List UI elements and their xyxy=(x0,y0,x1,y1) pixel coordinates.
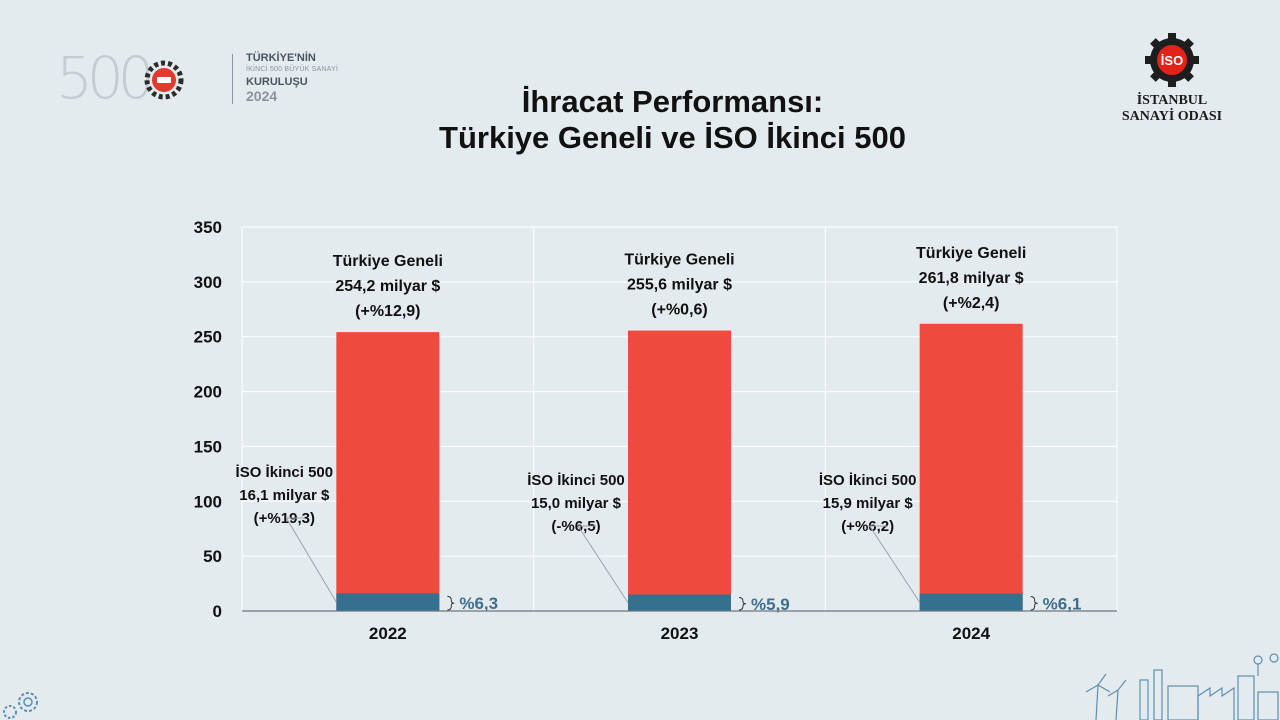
iso-data-label: İSO İkinci 500 xyxy=(527,472,625,489)
bar-turkiye-geneli xyxy=(919,323,1023,611)
total-data-label: (+%2,4) xyxy=(943,295,999,312)
y-tick-label: 100 xyxy=(194,492,222,511)
y-tick-label: 0 xyxy=(213,602,222,621)
total-data-label: Türkiye Geneli xyxy=(333,253,443,270)
x-tick-label: 2024 xyxy=(952,624,990,643)
bar-turkiye-geneli xyxy=(628,330,731,611)
iso-leader-line xyxy=(577,525,629,604)
badge-line1: TÜRKİYE'NİN xyxy=(246,52,316,64)
total-data-label: Türkiye Geneli xyxy=(916,245,1026,262)
total-data-label: 261,8 milyar $ xyxy=(919,270,1024,287)
iso-data-label: (-%6,5) xyxy=(551,518,600,535)
org-name-line2: SANAYİ ODASI xyxy=(1121,109,1223,124)
y-tick-label: 150 xyxy=(194,437,222,456)
y-tick-label: 250 xyxy=(194,328,222,347)
total-data-label: Türkiye Geneli xyxy=(624,252,734,269)
y-tick-label: 350 xyxy=(194,218,222,237)
iso-logo-text: İSO xyxy=(1161,53,1183,68)
org-name-line1: İSTANBUL xyxy=(1136,93,1208,108)
total-data-label: 255,6 milyar $ xyxy=(627,277,732,294)
y-tick-label: 300 xyxy=(194,273,222,292)
iso-500-badge: 500 TÜRKİYE'NİN İKİNCİ 500 BÜYÜK SANAYİ … xyxy=(56,44,338,112)
iso-data-label: (+%6,2) xyxy=(841,518,894,535)
page-title-line2: Türkiye Geneli ve İSO İkinci 500 xyxy=(439,120,906,155)
bar-iso-ikinci-500 xyxy=(919,593,1023,611)
badge-year: 2024 xyxy=(246,88,278,104)
share-bracket xyxy=(1030,596,1038,611)
share-label: %5,9 xyxy=(751,595,790,614)
y-tick-label: 50 xyxy=(203,547,222,566)
gear-decoration-icon xyxy=(3,692,38,719)
x-tick-label: 2023 xyxy=(661,624,699,643)
iso-data-label: 15,0 milyar $ xyxy=(531,495,622,512)
y-tick-label: 200 xyxy=(194,383,222,402)
iso-data-label: İSO İkinci 500 xyxy=(236,464,334,481)
iso-data-label: 16,1 milyar $ xyxy=(239,487,330,504)
iso-data-label: (+%19,3) xyxy=(254,510,315,527)
x-tick-label: 2022 xyxy=(369,624,407,643)
badge-divider xyxy=(232,54,233,104)
share-label: %6,1 xyxy=(1043,594,1082,613)
factory-illustration-icon xyxy=(1085,653,1279,720)
iso-org-logo: İSO İSTANBUL SANAYİ ODASI xyxy=(1112,32,1232,125)
bar-iso-ikinci-500 xyxy=(628,594,731,611)
total-data-label: (+%12,9) xyxy=(355,303,420,320)
iso-data-label: İSO İkinci 500 xyxy=(819,472,917,489)
bar-iso-ikinci-500 xyxy=(336,593,440,611)
badge-line2: İKİNCİ 500 BÜYÜK SANAYİ xyxy=(246,66,339,73)
badge-number: 500 xyxy=(56,44,155,112)
iso-leader-line xyxy=(868,525,921,603)
share-bracket xyxy=(447,595,455,611)
share-label: %6,3 xyxy=(459,594,498,613)
iso-leader-line xyxy=(285,517,337,603)
bar-turkiye-geneli xyxy=(336,332,440,611)
badge-line3: KURULUŞU xyxy=(246,76,308,88)
gear-logo-icon xyxy=(144,60,184,100)
iso-data-label: 15,9 milyar $ xyxy=(823,495,914,512)
page-title-line1: İhracat Performansı: xyxy=(521,84,824,119)
total-data-label: 254,2 milyar $ xyxy=(335,278,440,295)
total-data-label: (+%0,6) xyxy=(651,302,707,319)
iso-gear-icon: İSO xyxy=(1145,33,1199,87)
share-bracket xyxy=(738,597,747,611)
